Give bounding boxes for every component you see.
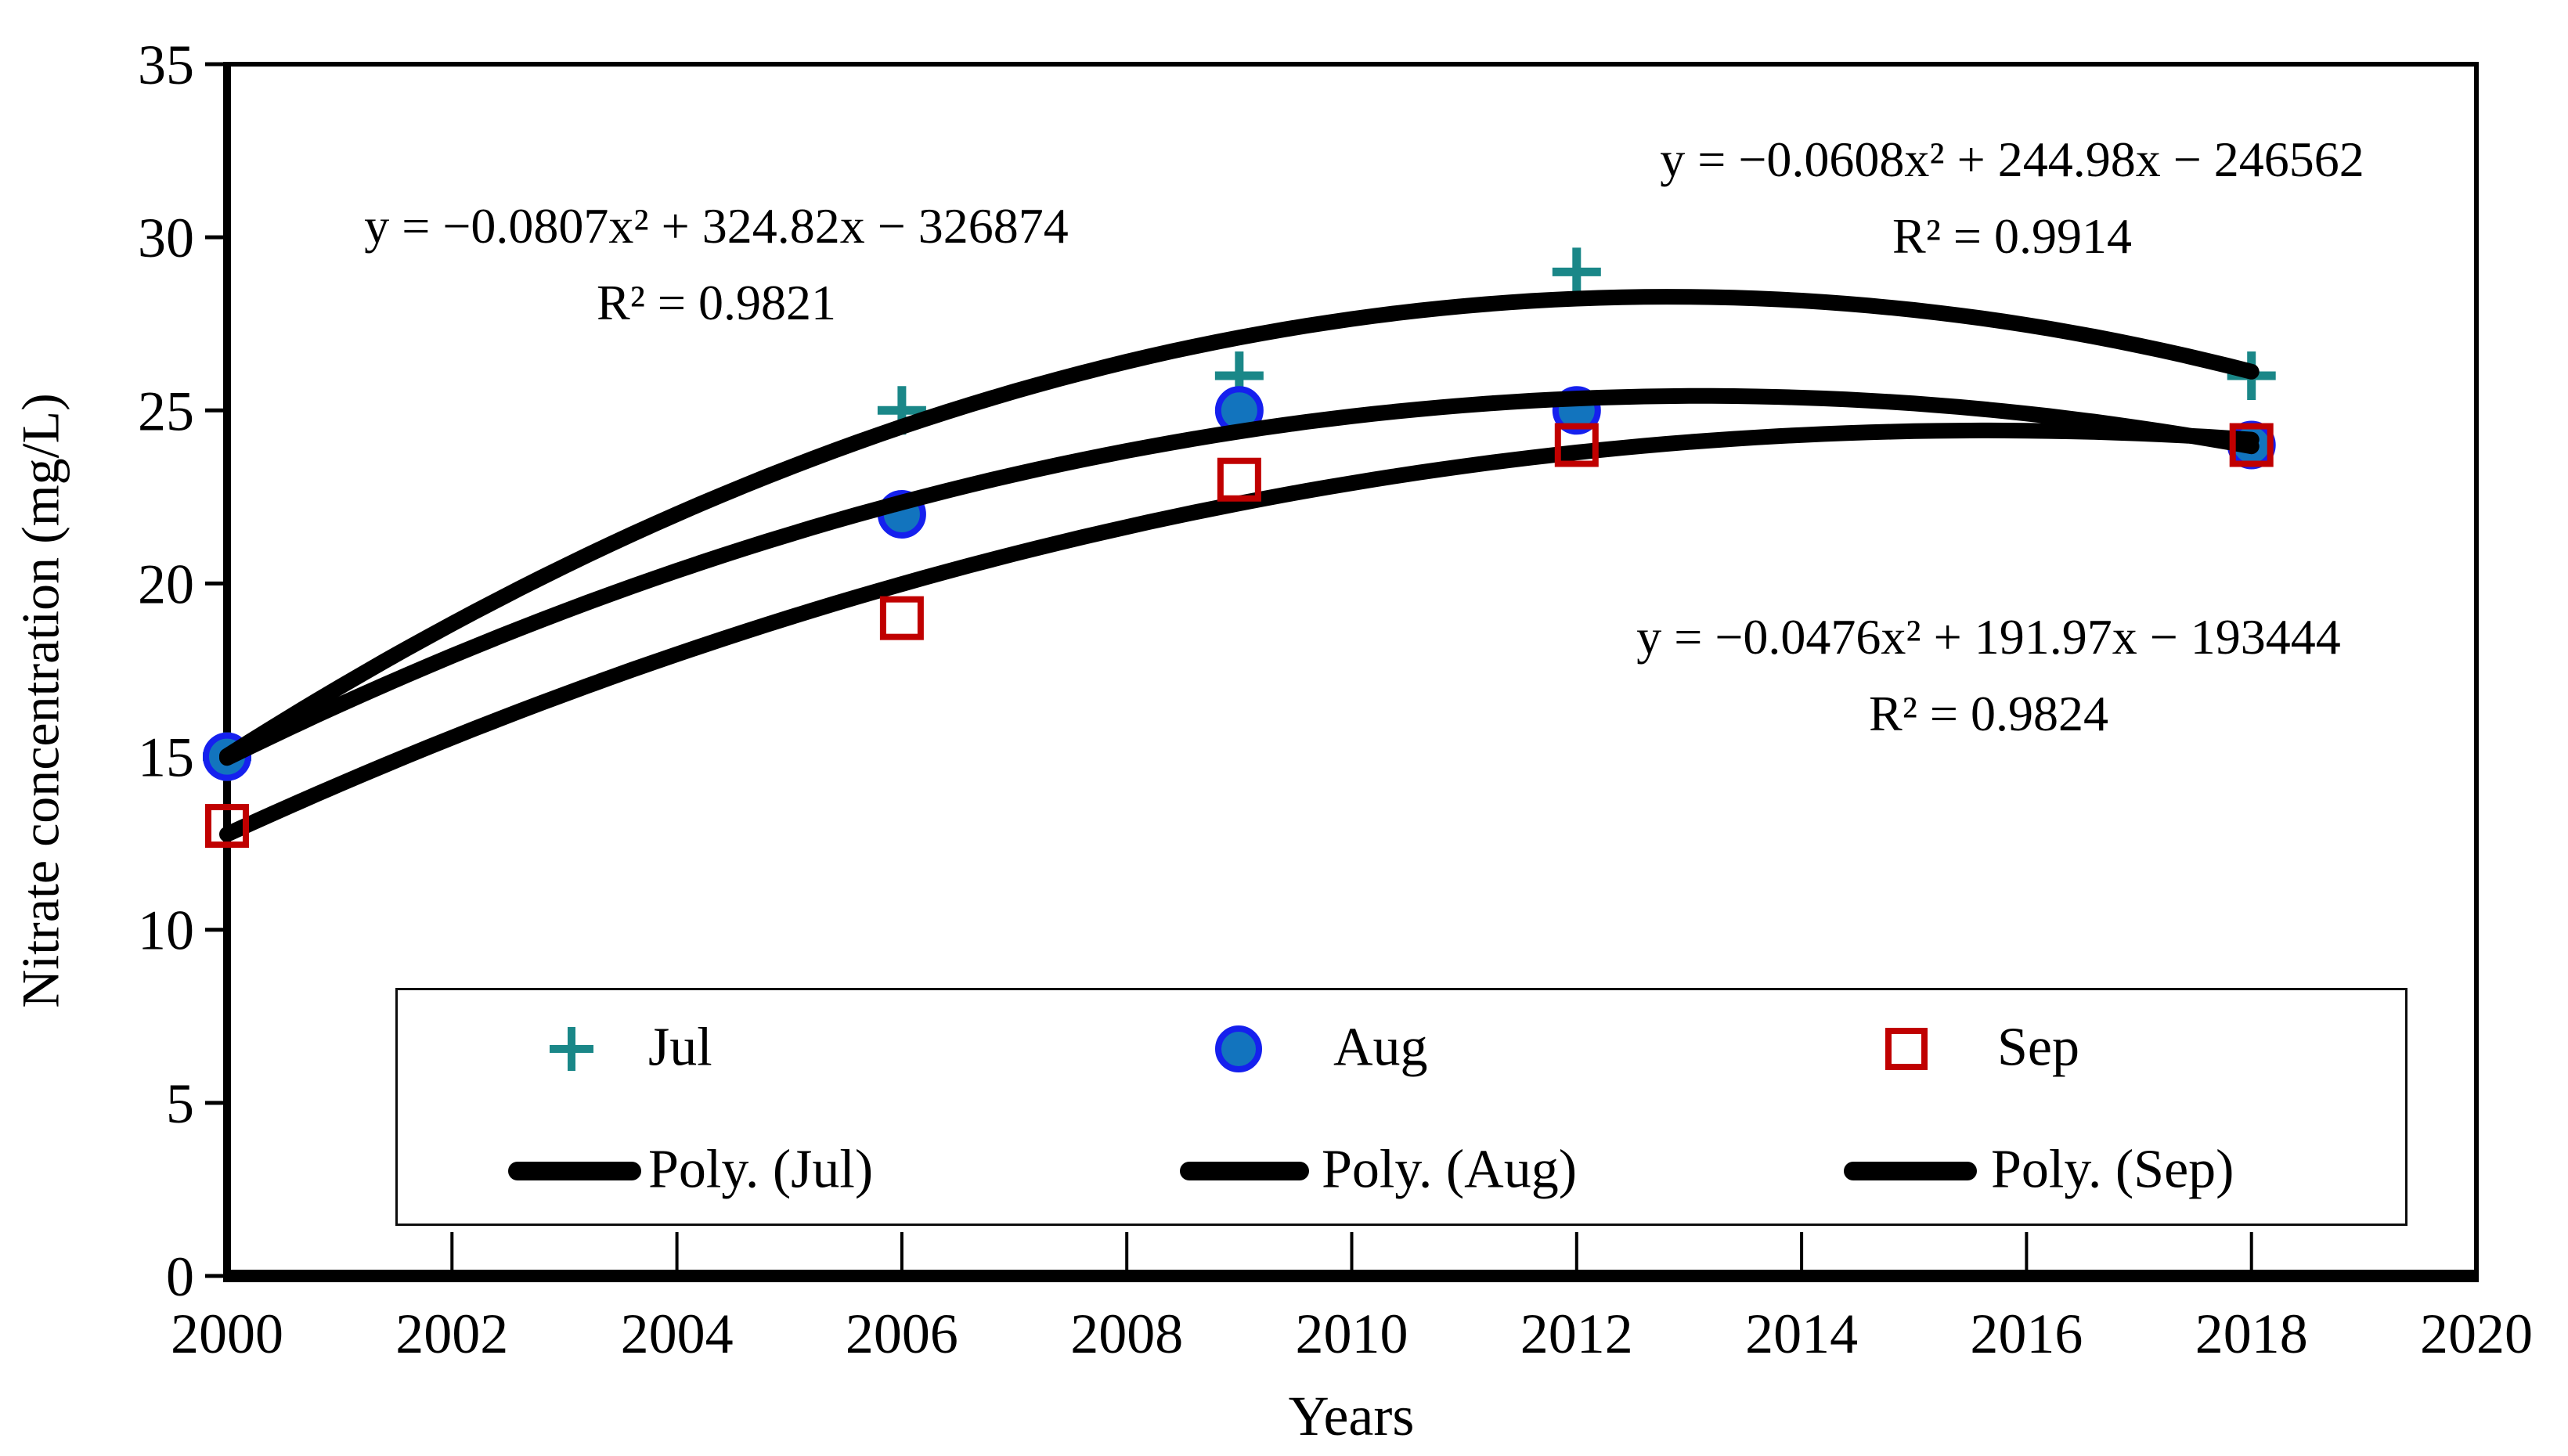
plus-marker xyxy=(1552,247,1601,297)
series-sep xyxy=(205,423,2274,849)
x-tick-label: 2004 xyxy=(621,1303,734,1365)
trendline-sep xyxy=(219,422,2260,842)
poly-line-icon xyxy=(1180,1162,1309,1180)
legend-label-poly-sep: Poly. (Sep) xyxy=(1991,1139,2234,1200)
poly-line-icon xyxy=(508,1162,641,1180)
poly-line-icon xyxy=(1844,1162,1977,1180)
legend-label-aug: Aug xyxy=(1333,1017,1428,1078)
equation-line: y = −0.0608x² + 244.98x − 246562 xyxy=(1660,132,2364,187)
x-tick-label: 2018 xyxy=(2195,1303,2308,1365)
jul-plus-icon xyxy=(540,1018,603,1080)
r-squared-line: R² = 0.9824 xyxy=(1869,686,2108,741)
trendline-aug xyxy=(219,387,2260,766)
y-tick-label: 10 xyxy=(138,899,194,962)
r-squared-line: R² = 0.9914 xyxy=(1892,208,2132,264)
y-tick-label: 0 xyxy=(166,1245,194,1308)
x-tick-label: 2006 xyxy=(846,1303,958,1365)
aug-circle-icon xyxy=(1207,1018,1270,1080)
x-tick-label: 2000 xyxy=(171,1303,283,1365)
axis-ticks: 0 5 10 15 20 25 30 35 2000 2002 2004 2006 2008 2010 20… xyxy=(138,34,2533,1365)
x-tick-label: 2002 xyxy=(395,1303,508,1365)
y-tick-label: 5 xyxy=(166,1072,194,1135)
square-marker xyxy=(879,596,924,640)
x-tick-label: 2010 xyxy=(1296,1303,1408,1365)
r-squared-line: R² = 0.9821 xyxy=(597,275,836,330)
square-marker xyxy=(2229,423,2274,467)
y-axis-title: Nitrate concentration (mg/L) xyxy=(10,393,70,1008)
y-tick-label: 30 xyxy=(138,207,194,269)
x-tick-label: 2014 xyxy=(1745,1303,1858,1365)
legend-label-poly-jul: Poly. (Jul) xyxy=(648,1139,874,1200)
x-tick-label: 2008 xyxy=(1070,1303,1183,1365)
sep-square-icon xyxy=(1875,1018,1938,1080)
x-tick-label: 2020 xyxy=(2420,1303,2533,1365)
legend-label-jul: Jul xyxy=(648,1017,712,1078)
legend: Jul Aug Sep Poly. (Jul) Poly. (Aug) Poly… xyxy=(395,988,2408,1226)
y-tick-label: 35 xyxy=(138,34,194,96)
legend-label-poly-aug: Poly. (Aug) xyxy=(1322,1139,1578,1200)
trendline-equation-sep: y = −0.0476x² + 191.97x − 193444 R² = 0.… xyxy=(1499,599,2478,752)
equation-line: y = −0.0476x² + 191.97x − 193444 xyxy=(1636,609,2341,665)
trendline-equation-aug: y = −0.0608x² + 244.98x − 246562 R² = 0.… xyxy=(1523,121,2501,275)
equation-line: y = −0.0807x² + 324.82x − 326874 xyxy=(364,198,1069,254)
square-marker xyxy=(1217,457,1261,502)
x-tick-label: 2016 xyxy=(1970,1303,2083,1365)
square-marker xyxy=(205,804,249,849)
y-tick-label: 25 xyxy=(138,380,194,442)
square-marker xyxy=(1554,423,1599,467)
x-axis-title: Years xyxy=(1288,1385,1415,1447)
x-tick-label: 2012 xyxy=(1520,1303,1633,1365)
y-tick-label: 20 xyxy=(138,553,194,615)
trendline-equation-jul: y = −0.0807x² + 324.82x − 326874 R² = 0.… xyxy=(227,188,1206,341)
y-tick-label: 15 xyxy=(138,726,194,789)
legend-label-sep: Sep xyxy=(1997,1017,2079,1078)
trendline-jul xyxy=(219,289,2260,764)
